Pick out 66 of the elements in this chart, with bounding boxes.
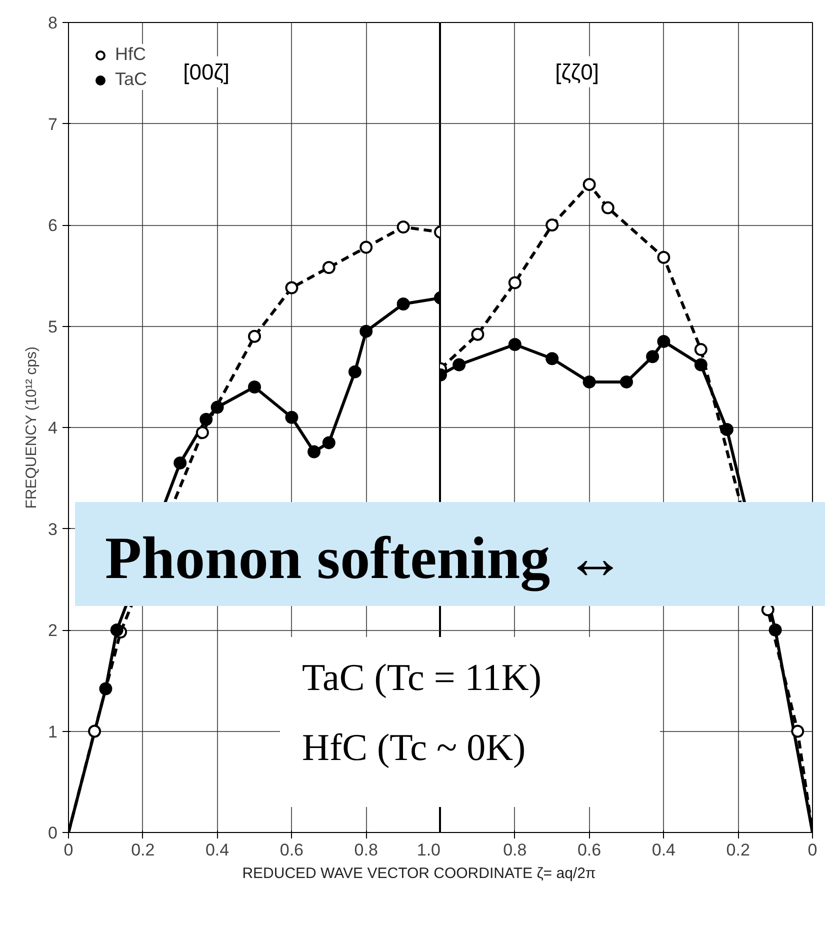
point xyxy=(285,410,298,424)
point xyxy=(174,456,187,470)
point xyxy=(348,365,362,378)
point xyxy=(248,380,261,394)
point xyxy=(285,281,298,294)
annotation: [ζζ0] xyxy=(555,59,599,84)
y-tick-label: 1 xyxy=(48,722,58,742)
point xyxy=(88,724,102,738)
point xyxy=(657,334,670,348)
y-tick-label: 8 xyxy=(48,14,58,32)
point xyxy=(471,328,484,341)
annotation: HfC (Tc ~ 0K) xyxy=(302,726,526,771)
x-axis-title: REDUCED WAVE VECTOR COORDINATE ζ= aq/2π xyxy=(242,864,596,884)
y-tick-label: 6 xyxy=(48,216,58,235)
x-tick-label: 0.4 xyxy=(652,840,676,860)
point xyxy=(546,218,559,232)
x-tick-label: 0.8 xyxy=(354,840,378,860)
y-tick-label: 2 xyxy=(48,621,58,640)
point xyxy=(248,330,261,343)
point xyxy=(720,423,734,436)
point xyxy=(200,412,213,426)
x-tick-label: 0.8 xyxy=(503,840,527,860)
point xyxy=(791,724,804,738)
point xyxy=(694,343,708,356)
x-tick-label: 0.2 xyxy=(726,840,750,860)
y-tick-label: 3 xyxy=(48,520,58,539)
annotation: TaC (Tc = 11K) xyxy=(302,656,542,701)
x-tick-label: 0.2 xyxy=(131,840,155,860)
x-tick-label: 0.4 xyxy=(205,840,230,860)
point xyxy=(196,426,209,440)
point xyxy=(110,624,124,636)
y-tick-label: 7 xyxy=(48,114,58,134)
point xyxy=(657,250,670,264)
point xyxy=(322,436,336,450)
point xyxy=(601,201,614,214)
y-axis-title: FREQUENCY (10¹² cps) xyxy=(23,346,40,509)
point xyxy=(646,350,660,364)
point xyxy=(360,324,373,338)
legend-label: TaC xyxy=(115,69,148,90)
point xyxy=(694,358,708,372)
point xyxy=(582,178,596,191)
x-tick-label: 0 xyxy=(64,840,74,860)
x-tick-label: 0.6 xyxy=(577,840,602,860)
point xyxy=(322,261,336,274)
point xyxy=(308,445,321,458)
y-tick-label: 5 xyxy=(48,317,58,336)
point xyxy=(768,624,782,636)
point xyxy=(452,358,466,372)
point xyxy=(396,297,410,310)
y-tick-label: 4 xyxy=(48,418,58,438)
point xyxy=(508,338,522,351)
legend-label: HfC xyxy=(115,44,146,65)
point xyxy=(582,375,596,388)
point xyxy=(620,375,633,388)
point xyxy=(99,682,112,696)
point xyxy=(396,220,410,234)
annotation: Phonon softening ↔ xyxy=(105,524,626,594)
point xyxy=(360,240,373,254)
x-tick-label: 1.0 xyxy=(416,840,441,860)
x-tick-label: 0.6 xyxy=(280,840,304,860)
point xyxy=(508,276,522,290)
y-tick-label: 0 xyxy=(48,824,58,842)
point xyxy=(210,400,224,414)
annotation: [00ζ] xyxy=(183,59,230,84)
x-tick-label: 0 xyxy=(808,840,818,860)
point xyxy=(546,352,559,366)
